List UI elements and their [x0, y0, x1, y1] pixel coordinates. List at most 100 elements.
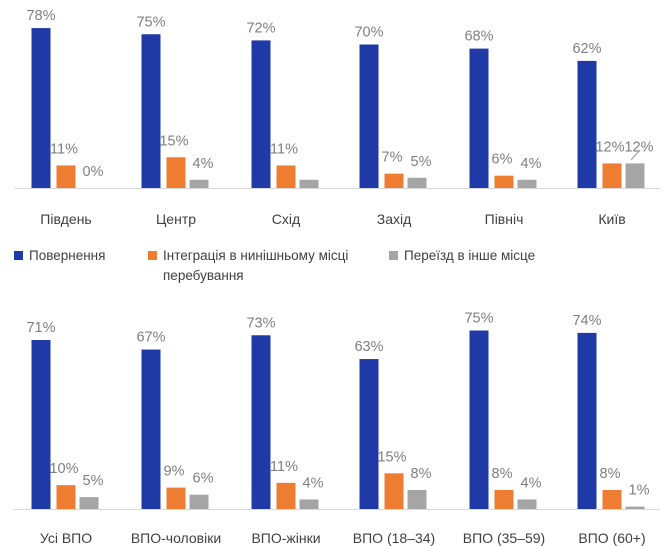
bar-relocation: [517, 499, 537, 509]
legend-item-return: Повернення: [14, 248, 105, 263]
data-label-return: 73%: [246, 315, 275, 331]
data-label-return: 62%: [572, 41, 601, 57]
data-label-return: 68%: [464, 29, 493, 45]
data-label-integration: 15%: [159, 133, 188, 149]
bar-return: [141, 34, 161, 188]
data-label-relocation: 4%: [303, 475, 324, 491]
bar-return: [577, 60, 597, 188]
data-label-return: 74%: [572, 313, 601, 329]
bar-return: [251, 335, 271, 509]
bar-group-1: 78% 11% 0%: [26, 8, 104, 188]
bar-integration: [384, 473, 404, 509]
bar-integration: [276, 165, 296, 188]
legend-label: Переїзд в інше місце: [404, 248, 535, 263]
data-label-relocation: 1%: [629, 483, 650, 499]
bar-integration: [494, 175, 514, 188]
bar-group-4: 70% 7% 5%: [354, 25, 432, 188]
bar-integration: [166, 157, 186, 188]
bar-relocation: [407, 177, 427, 188]
data-label-integration: 11%: [270, 459, 298, 475]
data-label-integration: 7%: [382, 150, 403, 166]
category-label: Усі ВПО: [40, 530, 92, 546]
bar-relocation: [79, 497, 99, 509]
data-label-return: 70%: [354, 25, 383, 41]
bar-relocation: [625, 506, 645, 509]
data-label-relocation: 4%: [521, 475, 542, 491]
bar-return: [31, 340, 51, 509]
bar-group-6: 74% 8% 1%: [572, 313, 650, 509]
data-label-relocation: 8%: [411, 466, 432, 482]
bar-group-2: 75% 15% 4%: [136, 14, 214, 188]
bar-relocation: [625, 163, 645, 188]
legend-label: Інтеграція в нинішньому місці: [163, 248, 348, 263]
bar-integration: [602, 489, 622, 509]
bar-integration: [166, 487, 186, 509]
category-label: ВПО (35–59): [463, 530, 545, 546]
data-label-relocation: 5%: [83, 473, 104, 489]
data-label-integration: 9%: [164, 464, 185, 480]
data-label-relocation: 0%: [83, 164, 104, 180]
bar-integration: [494, 489, 514, 509]
legend-swatch: [14, 251, 23, 260]
bar-relocation: [189, 494, 209, 509]
bar-group-4: 63% 15% 8%: [354, 339, 432, 509]
bar-return: [141, 349, 161, 509]
data-label-relocation: 5%: [411, 154, 432, 170]
data-label-integration: 8%: [600, 466, 621, 482]
bar-return: [359, 359, 379, 509]
data-label-relocation: 4%: [521, 156, 542, 172]
bar-return: [31, 28, 51, 188]
data-label-integration: 15%: [377, 449, 406, 465]
bar-return: [469, 48, 489, 188]
bar-return: [359, 44, 379, 188]
category-label: Київ: [598, 211, 625, 227]
bar-group-3: 73% 11% 4%: [246, 315, 324, 509]
label-leader-line: [630, 149, 641, 161]
bar-group-1: 71% 10% 5%: [26, 320, 104, 509]
bar-group-5: 68% 6% 4%: [464, 29, 542, 188]
data-label-return: 71%: [26, 320, 55, 336]
data-label-return: 75%: [464, 311, 493, 327]
chart-demographics: 71% 10% 5% Усі ВПО 67% 9% 6% ВПО-чоловіки 73% 11%…: [14, 311, 660, 546]
category-label: ВПО (60+): [578, 530, 645, 546]
category-label: Центр: [156, 211, 196, 227]
data-label-return: 72%: [246, 20, 275, 36]
legend-item-integration: Інтеграція в нинішньому місці перебування: [148, 248, 348, 283]
category-label: ВПО-жінки: [251, 530, 320, 546]
legend-item-relocation: Переїзд в інше місце: [389, 248, 535, 263]
legend: Повернення Інтеграція в нинішньому місці п…: [14, 248, 535, 283]
bar-integration: [602, 163, 622, 188]
bar-relocation: [517, 179, 537, 188]
bar-group-3: 72% 11%: [246, 20, 319, 189]
data-label-integration: 11%: [270, 141, 298, 157]
chart-regions: 78% 11% 0% Південь 75% 15% 4% Центр 72% 11% Схід 70…: [14, 8, 660, 227]
legend-label: Повернення: [29, 248, 105, 263]
bar-integration: [56, 485, 76, 509]
bar-group-6: 62% 12% 12%: [572, 41, 654, 188]
data-label-integration: 6%: [492, 152, 513, 168]
bar-relocation: [299, 179, 319, 188]
data-label-relocation: 12%: [624, 139, 653, 155]
category-label: Схід: [272, 211, 300, 227]
bar-group-5: 75% 8% 4%: [464, 311, 542, 509]
data-label-relocation: 4%: [193, 156, 214, 172]
category-label: Південь: [40, 211, 91, 227]
bar-return: [469, 330, 489, 509]
bar-integration: [276, 482, 296, 509]
bar-group-2: 67% 9% 6%: [136, 330, 214, 509]
data-label-return: 75%: [136, 14, 165, 30]
data-label-return: 63%: [354, 339, 383, 355]
legend-swatch: [389, 251, 398, 260]
data-label-integration: 8%: [492, 466, 513, 482]
bar-relocation: [299, 499, 319, 509]
legend-label-line2: перебування: [163, 268, 244, 283]
data-label-return: 67%: [136, 330, 165, 346]
category-label: Північ: [485, 211, 524, 227]
category-label: ВПО (18–34): [353, 530, 435, 546]
bar-return: [577, 332, 597, 509]
data-label-integration: 10%: [49, 461, 78, 477]
category-label: Захід: [377, 211, 412, 227]
data-label-integration: 11%: [50, 141, 78, 157]
category-label: ВПО-чоловіки: [131, 530, 221, 546]
